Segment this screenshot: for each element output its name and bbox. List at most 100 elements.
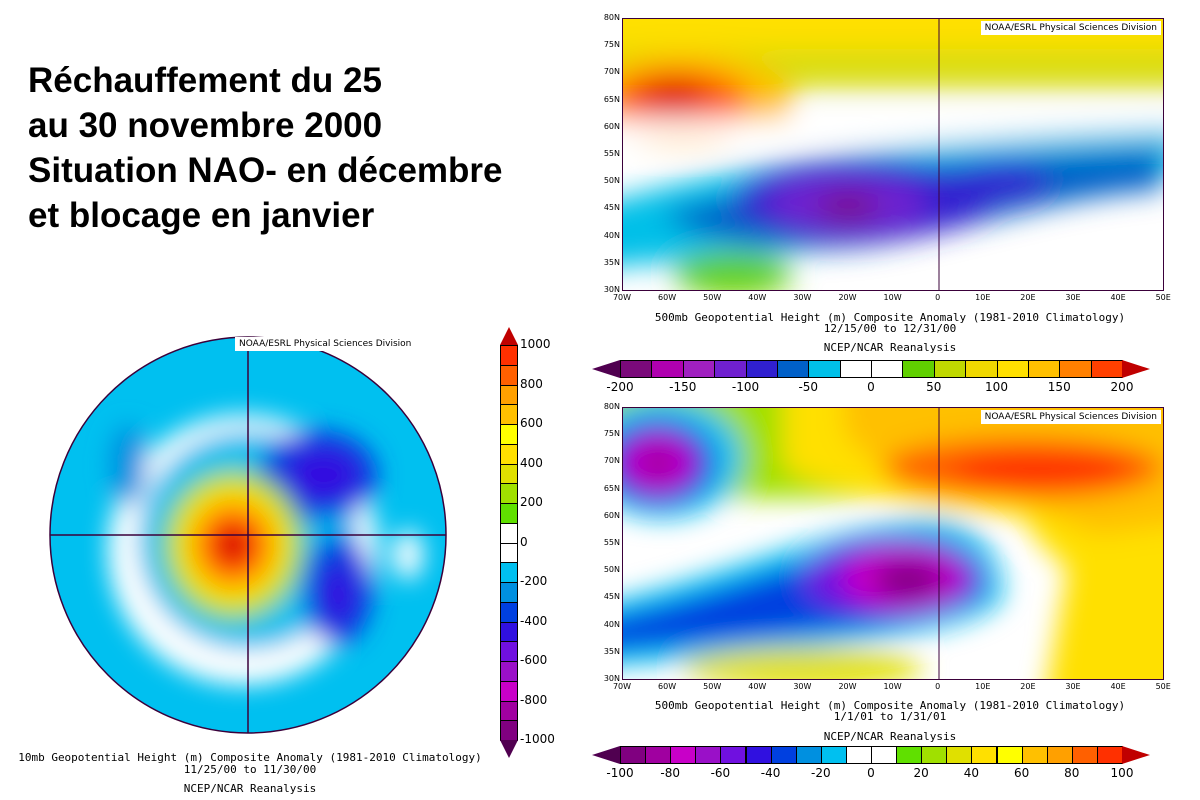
colorbar-segment (946, 746, 973, 764)
colorbar-tick: 40 (963, 766, 980, 780)
colorbar-segment (770, 746, 797, 764)
colorbar-segment (695, 746, 722, 764)
colorbar-tick: -150 (669, 380, 697, 394)
colorbar-segment (500, 404, 518, 425)
latitude-label: 45N (603, 203, 620, 213)
colorbar-tick: 400 (520, 455, 543, 470)
colorbar-segment (933, 360, 967, 378)
colorbar-segment (1046, 746, 1073, 764)
credit-label: NOAA/ESRL Physical Sciences Division (980, 21, 1161, 35)
map-caption: 500mb Geopotential Height (m) Composite … (654, 311, 1126, 324)
latitude-label: 40N (603, 619, 620, 629)
colorbar-segment (1027, 360, 1061, 378)
latitude-label: 80N (603, 13, 620, 22)
colorbar-tick: -40 (760, 766, 781, 780)
colorbar-segment (1059, 360, 1092, 378)
colorbar-arrow-low (500, 740, 518, 758)
colorbar-segment (500, 542, 518, 564)
latitude-label: 55N (603, 149, 620, 158)
latitude-label: 35N (603, 257, 620, 267)
colorbar-segment (1021, 746, 1048, 764)
colorbar-segment (820, 746, 847, 764)
colorbar-tick: 0 (867, 766, 875, 780)
colorbar-segment (795, 746, 822, 764)
colorbar-tick: 0 (867, 380, 875, 394)
colorbar-segment (845, 746, 872, 764)
map-source: NCEP/NCAR Reanalysis (823, 730, 957, 743)
colorbar-segment (500, 621, 518, 643)
colorbar-segment (1090, 360, 1123, 378)
map-dates: 11/25/00 to 11/30/00 (183, 763, 317, 776)
colorbar-segment (996, 360, 1029, 378)
colorbar-segment (808, 360, 841, 378)
colorbar-segment (500, 443, 518, 465)
colorbar-arrow-high (1122, 746, 1150, 764)
colorbar-segment (500, 720, 518, 741)
map-source: NCEP/NCAR Reanalysis (183, 782, 317, 795)
latitude-label: 30N (603, 285, 620, 294)
colorbar-segment (745, 360, 778, 378)
colorbar-tick: 80 (1064, 766, 1080, 780)
polar-anomaly-map (48, 335, 448, 735)
longitude-label: 30W (793, 293, 812, 302)
colorbar-segment (921, 746, 948, 764)
colorbar-segment (500, 364, 518, 386)
colorbar-segment (500, 680, 518, 702)
longitude-label: 70W (612, 293, 632, 302)
colorbar-segment (500, 661, 518, 682)
longitude-label: 0 (935, 293, 941, 302)
colorbar-tick: -100 (606, 766, 634, 780)
longitude-label: 40W (748, 293, 767, 302)
longitude-label: 50E (1155, 682, 1171, 691)
colorbar-segment (776, 360, 810, 378)
colorbar-segment (965, 360, 998, 378)
colorbar-tick: 200 (520, 495, 543, 509)
title-line: Réchauffement du 25 (28, 61, 382, 100)
colorbar-segment (745, 746, 772, 764)
colorbar-arrow-low (592, 746, 620, 764)
colorbar-tick: 1000 (520, 337, 551, 351)
colorbar-segment (1096, 746, 1123, 764)
colorbar-segment (500, 601, 518, 623)
longitude-label: 30E (1065, 682, 1081, 691)
colorbar-segment (896, 746, 923, 764)
latitude-label: 50N (603, 565, 620, 575)
colorbar-segment (971, 746, 998, 764)
colorbar-segment (996, 746, 1023, 764)
colorbar-segment (500, 483, 518, 504)
latitude-label: 65N (603, 94, 620, 104)
colorbar-segment (500, 463, 518, 485)
longitude-label: 40E (1110, 682, 1126, 691)
title-line: au 30 novembre 2000 (28, 106, 383, 145)
longitude-label: 20E (1020, 682, 1036, 691)
longitude-label: 50W (703, 293, 722, 302)
slide-title: Réchauffement du 25 au 30 novembre 2000 … (28, 58, 503, 238)
latitude-label: 60N (603, 510, 620, 520)
longitude-label: 40E (1110, 293, 1126, 302)
colorbar-segment (500, 582, 518, 603)
december-anomaly-map: NOAA/ESRL Physical Sciences Division (622, 18, 1164, 291)
longitude-label: 40W (748, 682, 767, 691)
colorbar-segment (871, 360, 904, 378)
longitude-label: 0 (935, 682, 941, 691)
colorbar-segment (651, 360, 684, 378)
latitude-label: 70N (603, 456, 620, 466)
longitude-label: 50E (1155, 293, 1171, 302)
colorbar-segment (645, 746, 672, 764)
colorbar-segment (670, 746, 697, 764)
longitude-label: 60W (658, 682, 677, 691)
colorbar-tick: 100 (985, 380, 1008, 394)
colorbar-arrow-high (500, 327, 518, 345)
colorbar-tick: 0 (520, 534, 528, 549)
map-source: NCEP/NCAR Reanalysis (823, 341, 957, 354)
colorbar-tick: -400 (520, 613, 548, 628)
latitude-label: 70N (603, 67, 620, 77)
colorbar-tick: 600 (520, 416, 543, 430)
colorbar-tick: -20 (810, 766, 831, 780)
colorbar-segment (500, 700, 518, 722)
colorbar-tick: -1000 (520, 732, 555, 746)
colorbar-tick: -100 (731, 380, 760, 394)
longitude-label: 10E (975, 293, 991, 302)
colorbar-segment (1071, 746, 1098, 764)
longitude-label: 10W (883, 682, 902, 691)
